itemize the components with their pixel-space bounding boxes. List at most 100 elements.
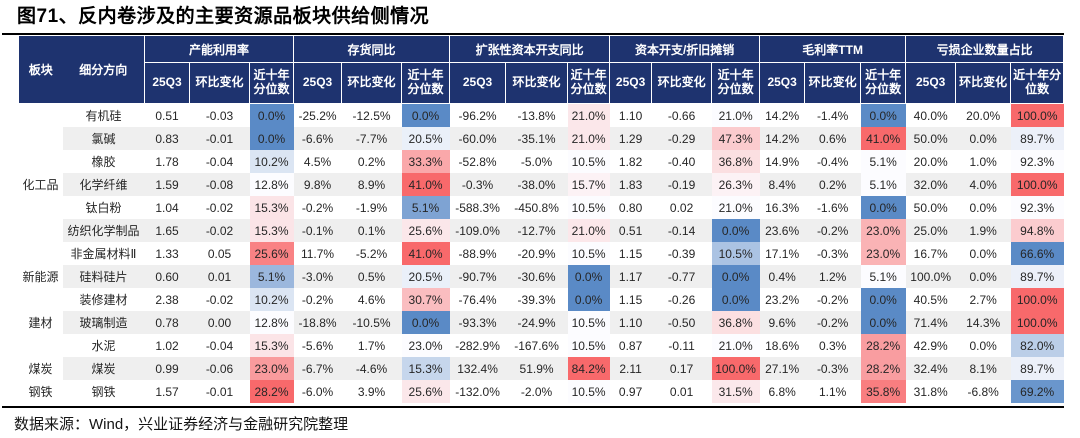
value-cell: -52.8% xyxy=(458,154,497,169)
footer-divider xyxy=(2,406,1064,408)
percentile-cell: 28.2% xyxy=(860,334,906,357)
value-cell: 0.5% xyxy=(341,265,402,288)
value-cell: -0.11 xyxy=(668,338,695,353)
value-cell: 1.82 xyxy=(618,154,643,169)
value-cell: -1.6% xyxy=(816,200,849,215)
percentile-cell: 26.3% xyxy=(711,173,760,196)
value-cell: -6.8% xyxy=(967,384,999,399)
percentile-cell: 69.2% xyxy=(1010,380,1064,403)
table-row: 化工品 有机硅 0.51 -0.03 0.0% -25.2% -12.5% 0.0% -96.2… xyxy=(18,103,1064,265)
sector-cell: 建材 xyxy=(18,288,63,357)
value-cell: 32.0% xyxy=(905,173,956,196)
value-cell: 1.10 xyxy=(618,108,643,123)
percentile-cell: 20.5% xyxy=(401,127,450,150)
segment-cell: 钛白粉 xyxy=(85,201,122,215)
title-divider xyxy=(2,33,1064,35)
value-cell: 32.4% xyxy=(905,357,956,380)
value-cell: -5.6% xyxy=(301,338,334,353)
percentile-cell: 10.5% xyxy=(711,242,760,265)
value-cell: 50.0% xyxy=(913,200,948,215)
value-cell: -12.5% xyxy=(352,108,391,123)
percentile-cell: 21.0% xyxy=(711,196,760,219)
value-cell: 0.0% xyxy=(955,127,1011,150)
value-cell: 40.5% xyxy=(913,292,948,307)
segment-cell: 化学纤维 xyxy=(62,173,145,196)
table-row: 玻璃制造 0.78 0.00 12.8% -18.8% -10.5% 0.0% -93.3% -… xyxy=(19,311,1064,334)
value-cell: 1.04 xyxy=(155,200,179,215)
header-sub-cell: 近十年分位数 xyxy=(401,62,451,104)
percentile-cell: 25.6% xyxy=(401,219,450,242)
value-cell: -0.66 xyxy=(667,108,696,123)
value-cell: 14.2% xyxy=(765,108,800,123)
percentile-cell: 41.0% xyxy=(860,127,906,150)
value-cell: 8.9% xyxy=(341,173,402,196)
header-sub-cell: 环比变化 xyxy=(955,62,1012,104)
table-row: 钛白粉 1.04 -0.02 15.3% -0.2% -1.9% 5.1% -588.3% -4… xyxy=(19,196,1064,219)
percentile-cell: 89.7% xyxy=(1010,127,1064,150)
percentile-cell: 10.2% xyxy=(249,288,294,311)
header-sub-cell: 环比变化 xyxy=(341,62,403,104)
percentile-cell: 94.8% xyxy=(1010,219,1064,242)
header-group-cell: 扩张性资本开支同比 xyxy=(449,35,611,63)
percentile-cell: 23.0% xyxy=(401,334,450,357)
segment-cell: 纺织化学制品 xyxy=(62,219,145,242)
value-cell: -93.3% xyxy=(449,311,506,334)
percentile-cell: 21.0% xyxy=(711,103,760,127)
percentile-cell: 0.0% xyxy=(401,103,450,127)
percentile-cell: 0.0% xyxy=(711,219,760,242)
header-sector: 板块 xyxy=(18,35,63,104)
header-sub-cell: 近十年分位数 xyxy=(1010,62,1065,104)
value-cell: -25.2% xyxy=(298,108,337,123)
value-cell: 6.8% xyxy=(768,384,796,399)
value-cell: 4.0% xyxy=(955,173,1011,196)
value-cell: 0.83 xyxy=(144,127,190,150)
value-cell: 0.78 xyxy=(144,311,190,334)
value-cell: 31.8% xyxy=(913,384,948,399)
percentile-cell: 10.5% xyxy=(567,311,610,334)
segment-cell: 玻璃制造 xyxy=(62,311,145,334)
value-cell: 0.2% xyxy=(357,154,386,169)
value-cell: 0.0% xyxy=(969,338,997,353)
value-cell: 42.9% xyxy=(913,338,948,353)
value-cell: 0.4% xyxy=(759,265,805,288)
value-cell: 1.83 xyxy=(609,173,652,196)
value-cell: -0.03 xyxy=(205,108,234,123)
percentile-cell: 35.8% xyxy=(860,380,906,403)
value-cell: -1.4% xyxy=(816,108,849,123)
value-cell: -0.02 xyxy=(205,292,234,307)
percentile-cell: 0.0% xyxy=(860,311,906,334)
table-body: 化工品 有机硅 0.51 -0.03 0.0% -25.2% -12.5% 0.0% -96.2… xyxy=(18,103,1064,403)
percentile-cell: 0.0% xyxy=(860,196,906,219)
value-cell: -5.0% xyxy=(520,154,553,169)
value-cell: 0.99 xyxy=(144,357,190,380)
value-cell: -7.7% xyxy=(341,127,402,150)
header-sub-cell: 25Q3 xyxy=(609,62,653,104)
value-cell: 9.8% xyxy=(293,173,342,196)
header-sub-cell: 环比变化 xyxy=(189,62,250,104)
percentile-cell: 0.0% xyxy=(711,288,760,311)
value-cell: -0.04 xyxy=(205,338,234,353)
value-cell: 0.0% xyxy=(969,200,997,215)
value-cell: -0.04 xyxy=(205,154,234,169)
percentile-cell: 15.7% xyxy=(567,173,610,196)
percentile-cell: 41.0% xyxy=(401,173,450,196)
percentile-cell: 10.5% xyxy=(567,242,610,265)
percentile-cell: 10.2% xyxy=(249,150,294,173)
value-cell: -39.3% xyxy=(517,292,556,307)
table-row: 纺织化学制品 1.65 -0.02 15.3% -0.1% 0.1% 25.6% -109.0… xyxy=(19,219,1064,242)
value-cell: 100.0% xyxy=(905,265,956,288)
value-cell: -0.19 xyxy=(651,173,712,196)
header-sub-cell: 环比变化 xyxy=(804,62,862,104)
value-cell: 1.17 xyxy=(609,265,652,288)
value-cell: 50.0% xyxy=(905,127,956,150)
sector-cell: 钢铁 xyxy=(18,380,63,403)
percentile-cell: 5.1% xyxy=(860,265,906,288)
sector-cell: 化工品 xyxy=(18,103,63,265)
value-cell: 23.2% xyxy=(765,292,800,307)
percentile-cell: 0.0% xyxy=(567,288,610,311)
value-cell: 1.10 xyxy=(609,311,652,334)
percentile-cell: 0.0% xyxy=(860,288,906,311)
value-cell: 3.9% xyxy=(357,384,386,399)
header-sub-row: 25Q3 环比变化 近十年分位数 25Q3 环比变化 近十年分位数 25Q3 环比变化 近十年分… xyxy=(19,62,1065,104)
value-cell: -0.77 xyxy=(651,265,712,288)
